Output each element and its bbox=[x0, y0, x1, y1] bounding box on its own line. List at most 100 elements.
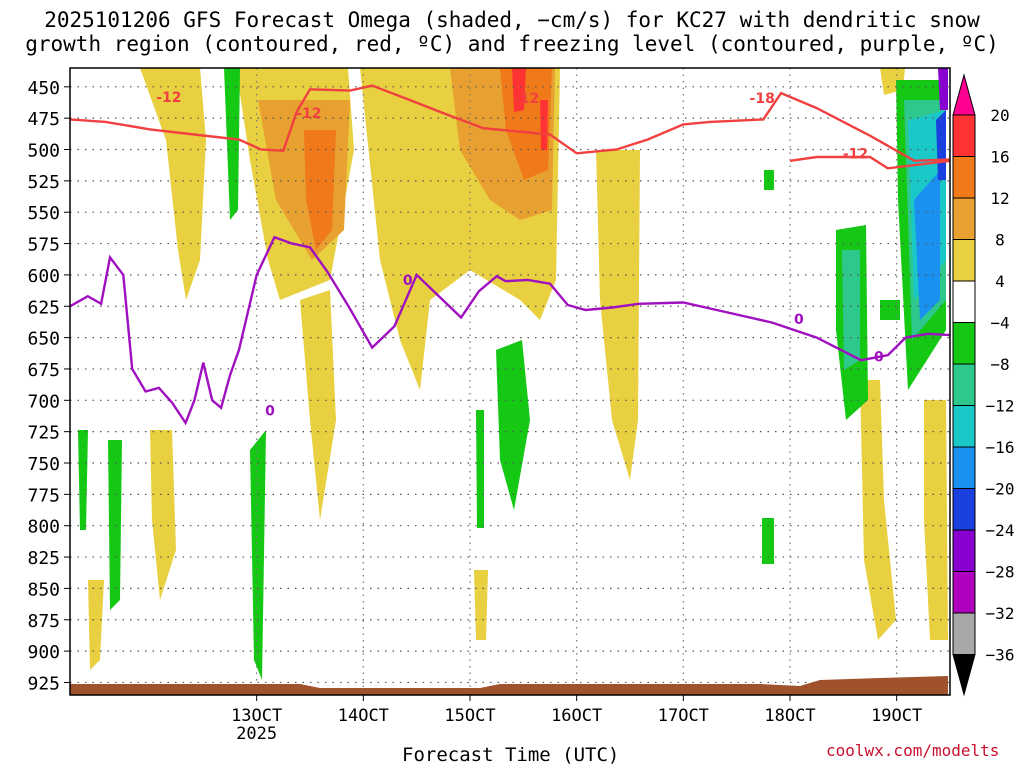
y-tick-label: 550 bbox=[27, 203, 60, 224]
contour-label: -12 bbox=[514, 91, 539, 107]
omega-region-negative bbox=[250, 430, 266, 680]
omega-shading bbox=[78, 68, 948, 680]
omega-region-positive bbox=[512, 68, 526, 112]
contours: -12 -12 -12 -18 -12 0 0 0 0 bbox=[70, 84, 950, 426]
colorbar: 20 16 12 8 4 −4 −8 −12 −16 −20 −24 −28 −32 −36 bbox=[952, 73, 1015, 697]
omega-region-positive bbox=[474, 570, 488, 640]
plot-frame bbox=[69, 67, 951, 696]
contour-label: 0 bbox=[794, 312, 804, 328]
terrain bbox=[70, 676, 948, 695]
y-tick-label: 900 bbox=[27, 642, 60, 663]
y-tick-label: 625 bbox=[27, 297, 60, 318]
x-tick-label: 19OCT bbox=[871, 706, 922, 726]
omega-region-positive bbox=[596, 150, 640, 480]
colorbar-label: −4 bbox=[990, 314, 1009, 333]
chart-title-line-1: 2025101206 GFS Forecast Omega (shaded, −… bbox=[44, 8, 980, 32]
colorbar-label: 20 bbox=[990, 106, 1009, 125]
omega-region-positive bbox=[150, 430, 176, 600]
y-tick-label: 575 bbox=[27, 235, 60, 256]
contour-label: 0 bbox=[403, 273, 413, 289]
colorbar-label: −36 bbox=[986, 646, 1015, 665]
dgz-contour-line bbox=[789, 155, 950, 170]
omega-region-positive bbox=[88, 580, 104, 670]
contour-label: 0 bbox=[874, 349, 884, 365]
colorbar-segment bbox=[952, 488, 976, 531]
omega-region-negative bbox=[108, 440, 122, 610]
colorbar-segment bbox=[952, 446, 976, 489]
colorbar-segment bbox=[952, 239, 976, 282]
y-tick-label: 750 bbox=[27, 454, 60, 475]
dgz-contour-line bbox=[70, 84, 950, 163]
colorbar-label: −24 bbox=[986, 521, 1015, 540]
colorbar-label: 12 bbox=[990, 189, 1009, 208]
y-tick-label: 475 bbox=[27, 109, 60, 130]
colorbar-segment bbox=[952, 114, 976, 157]
y-tick-label: 650 bbox=[27, 329, 60, 350]
colorbar-segment bbox=[952, 280, 976, 323]
contour-label: -12 bbox=[843, 146, 868, 162]
y-tick-label: 450 bbox=[27, 78, 60, 99]
y-tick-label: 800 bbox=[27, 517, 60, 538]
y-tick-label: 675 bbox=[27, 360, 60, 381]
y-tick-label: 725 bbox=[27, 423, 60, 444]
y-tick-label: 825 bbox=[27, 548, 60, 569]
x-tick-label: 14OCT bbox=[338, 706, 389, 726]
omega-region-negative bbox=[496, 340, 530, 510]
x-axis-label: Forecast Time (UTC) bbox=[402, 744, 620, 766]
colorbar-segment bbox=[952, 571, 976, 614]
omega-region-negative bbox=[476, 410, 484, 528]
y-tick-label: 500 bbox=[27, 141, 60, 162]
colorbar-bottom-arrow bbox=[952, 654, 976, 697]
omega-region-negative bbox=[224, 68, 240, 220]
colorbar-segment bbox=[952, 363, 976, 406]
y-tick-label: 600 bbox=[27, 266, 60, 287]
colorbar-label: 16 bbox=[990, 148, 1009, 167]
omega-region-positive bbox=[500, 68, 552, 180]
contour-label: -12 bbox=[296, 106, 321, 122]
x-tick-label: 15OCT bbox=[444, 706, 495, 726]
omega-region-negative bbox=[914, 170, 940, 320]
colorbar-label: −32 bbox=[986, 604, 1015, 623]
omega-region-positive bbox=[300, 290, 336, 520]
colorbar-label: 8 bbox=[995, 231, 1005, 250]
contour-label: -18 bbox=[750, 91, 775, 107]
colorbar-label: −8 bbox=[990, 355, 1009, 374]
contour-label: 0 bbox=[265, 403, 275, 419]
contour-label: -12 bbox=[156, 90, 181, 106]
omega-region-negative bbox=[78, 430, 88, 530]
colorbar-label: 4 bbox=[995, 272, 1005, 291]
y-tick-label: 775 bbox=[27, 485, 60, 506]
x-tick-sublabel: 2025 bbox=[236, 724, 277, 744]
credit-text: coolwx.com/modelts bbox=[826, 741, 1000, 760]
colorbar-segment bbox=[952, 156, 976, 199]
x-tick-label: 17OCT bbox=[658, 706, 709, 726]
freezing-level-contour-line bbox=[70, 235, 950, 426]
omega-region-positive bbox=[140, 68, 206, 300]
terrain-fill bbox=[70, 676, 948, 695]
colorbar-segment bbox=[952, 612, 976, 655]
colorbar-segment bbox=[952, 529, 976, 572]
colorbar-segment bbox=[952, 405, 976, 448]
colorbar-label: −20 bbox=[986, 480, 1015, 499]
grid bbox=[70, 68, 950, 695]
colorbar-top-arrow bbox=[952, 73, 976, 116]
omega-region-negative bbox=[764, 170, 774, 190]
omega-region-positive bbox=[924, 400, 948, 640]
x-tick-label: 13OCT bbox=[231, 706, 282, 726]
axes: 450 475 500 525 550 575 600 625 650 675 700 725 750 7… bbox=[27, 78, 922, 744]
colorbar-label: −12 bbox=[986, 397, 1015, 416]
chart-title-line-2: growth region (contoured, red, ºC) and f… bbox=[25, 32, 999, 56]
y-tick-label: 875 bbox=[27, 611, 60, 632]
x-tick-label: 18OCT bbox=[764, 706, 815, 726]
omega-region-negative bbox=[842, 250, 860, 370]
omega-region-positive bbox=[860, 380, 896, 640]
omega-region-negative bbox=[762, 518, 774, 564]
y-tick-label: 850 bbox=[27, 579, 60, 600]
colorbar-label: −28 bbox=[986, 563, 1015, 582]
x-tick-label: 16OCT bbox=[551, 706, 602, 726]
colorbar-segment bbox=[952, 197, 976, 240]
y-tick-label: 700 bbox=[27, 391, 60, 412]
omega-region-negative bbox=[880, 300, 900, 320]
omega-region-positive bbox=[540, 100, 548, 150]
omega-region-positive bbox=[304, 130, 336, 250]
